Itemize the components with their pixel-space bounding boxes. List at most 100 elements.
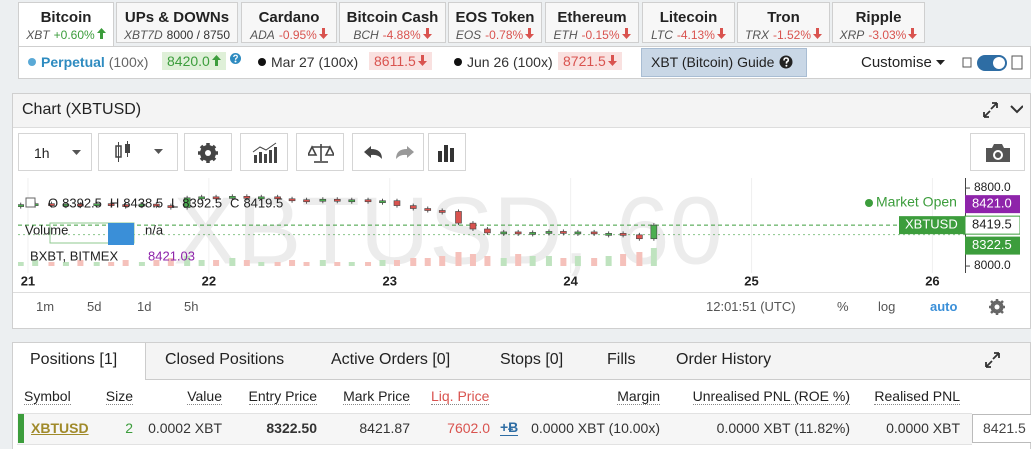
ticker-symbol: XBT xyxy=(26,28,50,42)
layout-button[interactable] xyxy=(428,133,466,171)
ohlc-value: 8392.5 xyxy=(182,195,222,210)
y-tick-label: 8000.0 xyxy=(974,258,1011,272)
help-icon[interactable] xyxy=(779,55,793,69)
customise-menu[interactable]: Customise xyxy=(861,54,932,71)
positions-tab[interactable]: Positions [1] xyxy=(30,351,118,368)
indicators-button[interactable] xyxy=(240,133,288,171)
positions-tabs xyxy=(13,343,1030,380)
candle xyxy=(469,222,477,230)
candle xyxy=(212,196,220,200)
ticker-name: Litecoin xyxy=(659,9,718,26)
volume-bar xyxy=(650,248,657,266)
ticker-symbol: ADA xyxy=(250,28,275,42)
arrow-icon xyxy=(813,28,823,39)
arrow-icon xyxy=(211,55,221,66)
volume-bar xyxy=(636,252,643,266)
scale-icon xyxy=(308,144,334,163)
candle xyxy=(93,203,100,206)
volume-bar xyxy=(18,262,24,266)
ticker-symbol: ETH xyxy=(553,28,578,42)
arrow-icon xyxy=(607,55,617,66)
ohlc-value: 8419.5 xyxy=(243,195,283,210)
price-chart[interactable]: XBTUSD, 60 O 8392.5 H 8438.5 L 8392.5 C 8419.5 Vo… xyxy=(18,178,1020,291)
entry-price-label: 8322.5 xyxy=(972,237,1012,252)
candle xyxy=(438,210,446,213)
last-price-box xyxy=(964,215,1020,235)
caret xyxy=(936,60,945,65)
candle xyxy=(393,200,401,206)
candle xyxy=(258,196,265,200)
ticker-tab[interactable]: Cardano ADA -0.95% xyxy=(241,2,337,43)
contract-label[interactable]: Perpetual (100x) xyxy=(41,54,148,70)
close-price[interactable]: 8421.5 xyxy=(983,420,1026,436)
contract-label[interactable]: Jun 26 (100x) xyxy=(467,54,553,70)
help-icon[interactable] xyxy=(230,53,241,64)
range-button[interactable]: 1d xyxy=(137,299,152,314)
guide-button[interactable] xyxy=(641,48,807,77)
ticker-tab[interactable]: EOS Token EOS -0.78% xyxy=(448,2,542,43)
interval-button[interactable] xyxy=(18,133,92,171)
ticker-tab[interactable]: Bitcoin Cash BCH -4.88% xyxy=(339,2,446,43)
range-button[interactable]: 5d xyxy=(87,299,102,314)
volume-bar xyxy=(93,262,100,266)
ohlc-label: C xyxy=(230,195,239,210)
scale-option[interactable]: auto xyxy=(930,299,958,314)
candle xyxy=(500,231,508,235)
positions-tab[interactable]: Order History xyxy=(676,351,772,368)
ticker-tab[interactable]: Litecoin LTC -4.13% xyxy=(642,2,735,43)
volume-bar xyxy=(289,260,296,266)
scale-option[interactable]: log xyxy=(878,299,896,314)
candle xyxy=(590,231,598,235)
add-margin-button[interactable]: +Ƀ xyxy=(500,419,519,436)
candle xyxy=(62,203,70,207)
range-button[interactable]: 1m xyxy=(36,299,55,314)
position-cell: 8322.50 xyxy=(266,420,317,436)
volume-bar xyxy=(167,258,174,266)
volume-bar xyxy=(122,260,129,266)
guide-label[interactable]: XBT (Bitcoin) Guide xyxy=(651,54,775,70)
column-header: Value xyxy=(187,388,222,405)
candle xyxy=(319,198,327,202)
scale-option[interactable]: % xyxy=(837,299,849,314)
volume-bar xyxy=(303,262,310,266)
ticker-name: Bitcoin Cash xyxy=(346,9,439,26)
ticker-symbol: TRX xyxy=(744,28,769,42)
view-toggle[interactable] xyxy=(962,53,1024,73)
positions-tab[interactable]: Closed Positions xyxy=(165,351,285,368)
ticker-tab[interactable]: UPs & DOWNs XBT7D 8000 / 8750 xyxy=(116,2,238,43)
last-price-symbol-box xyxy=(899,216,965,235)
contract-price: 8721.5 xyxy=(558,52,622,70)
contract-name: Mar 27 xyxy=(271,54,315,70)
compare-button[interactable] xyxy=(296,133,344,171)
contract-label[interactable]: Mar 27 (100x) xyxy=(271,54,358,70)
close-price-input[interactable] xyxy=(972,414,1031,443)
range-button[interactable]: 5h xyxy=(184,299,199,314)
ticker-tab[interactable]: Bitcoin XBT +0.60% xyxy=(18,2,114,46)
volume-bar xyxy=(484,256,491,266)
indicators-icon xyxy=(252,142,277,163)
ticker-tab[interactable]: Tron TRX -1.52% xyxy=(737,2,830,43)
interval-label[interactable]: 1h xyxy=(34,145,50,161)
ticker-tab[interactable]: Ethereum ETH -0.15% xyxy=(545,2,639,43)
positions-tab[interactable]: Stops [0] xyxy=(500,351,564,368)
ticker-name: EOS Token xyxy=(455,9,535,26)
position-cell[interactable]: XBTUSD xyxy=(31,420,89,436)
candle xyxy=(122,204,129,207)
contract-price-value: 8721.5 xyxy=(563,53,606,69)
volume-bar xyxy=(274,262,281,266)
mark-price-box xyxy=(965,195,1020,214)
positions-tab[interactable]: Active Orders [0] xyxy=(331,351,451,368)
gear-icon[interactable] xyxy=(987,297,1007,317)
expand-icon[interactable] xyxy=(985,352,1001,368)
mark-price-label: 8421.0 xyxy=(972,196,1012,211)
index-value: 8421.03 xyxy=(148,248,195,263)
positions-tab[interactable]: Fills xyxy=(607,351,636,368)
ticker-name: Tron xyxy=(767,9,800,26)
ticker-tab[interactable]: Ripple XRP -3.03% xyxy=(832,2,925,43)
active-tab[interactable] xyxy=(13,343,146,380)
chart-style-button[interactable] xyxy=(98,133,178,171)
panel-controls[interactable] xyxy=(983,102,1023,118)
position-row[interactable] xyxy=(17,413,972,445)
gear-icon xyxy=(198,143,218,163)
volume-bar xyxy=(455,252,462,266)
